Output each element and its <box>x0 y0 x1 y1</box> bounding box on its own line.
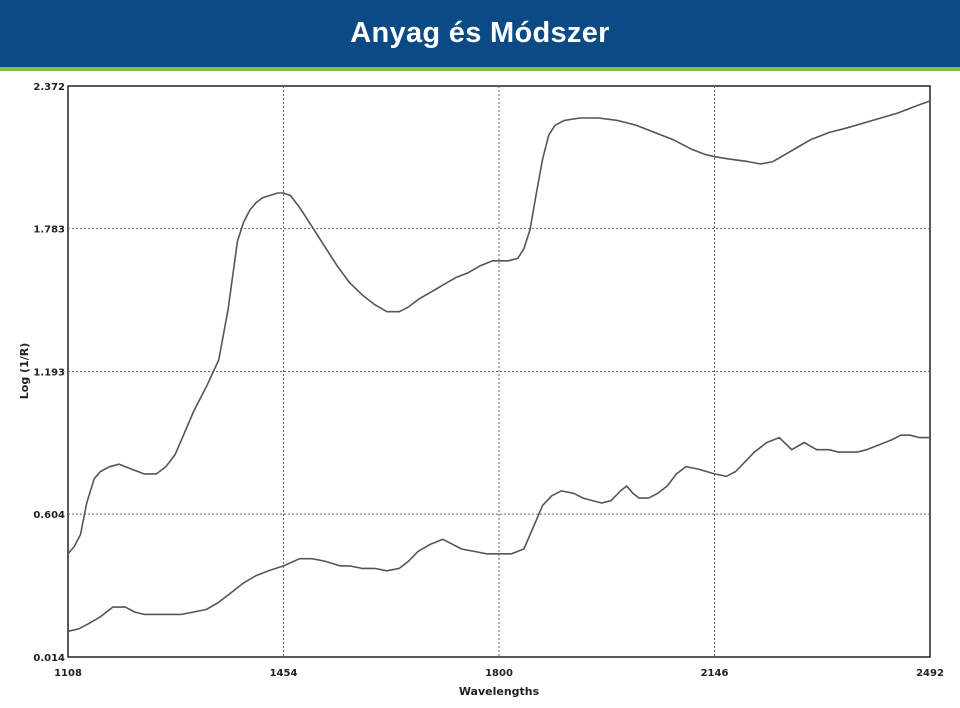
chart-svg: 1108 1454 1800 2146 2492 2.372 1.783 1.193 0.604… <box>18 82 944 698</box>
y-tick-label: 1.783 <box>33 225 65 236</box>
grid-lines <box>68 86 930 657</box>
x-tick-label: 1454 <box>270 668 298 679</box>
tick-labels: 1108 1454 1800 2146 2492 2.372 1.783 1.193 0.604… <box>33 82 944 679</box>
y-tick-label: 0.604 <box>33 510 65 521</box>
y-tick-label: 1.193 <box>33 368 65 379</box>
y-axis-label: Log (1/R) <box>18 343 31 399</box>
x-tick-label: 1108 <box>54 668 82 679</box>
y-tick-label: 2.372 <box>33 82 65 93</box>
x-tick-label: 1800 <box>485 668 513 679</box>
series-lines <box>67 100 931 633</box>
spectrum-line-upper <box>67 100 931 555</box>
spectrum-chart: 1108 1454 1800 2146 2492 2.372 1.783 1.193 0.604… <box>0 71 960 703</box>
y-tick-label: 0.014 <box>33 653 65 664</box>
spectrum-line-lower <box>67 434 930 633</box>
x-tick-label: 2146 <box>701 668 729 679</box>
slide-header: Anyag és Módszer <box>0 0 960 67</box>
header-accent-rule <box>0 67 960 71</box>
x-tick-label: 2492 <box>916 668 944 679</box>
slide-title: Anyag és Módszer <box>350 17 610 49</box>
x-axis-label: Wavelengths <box>459 685 540 698</box>
